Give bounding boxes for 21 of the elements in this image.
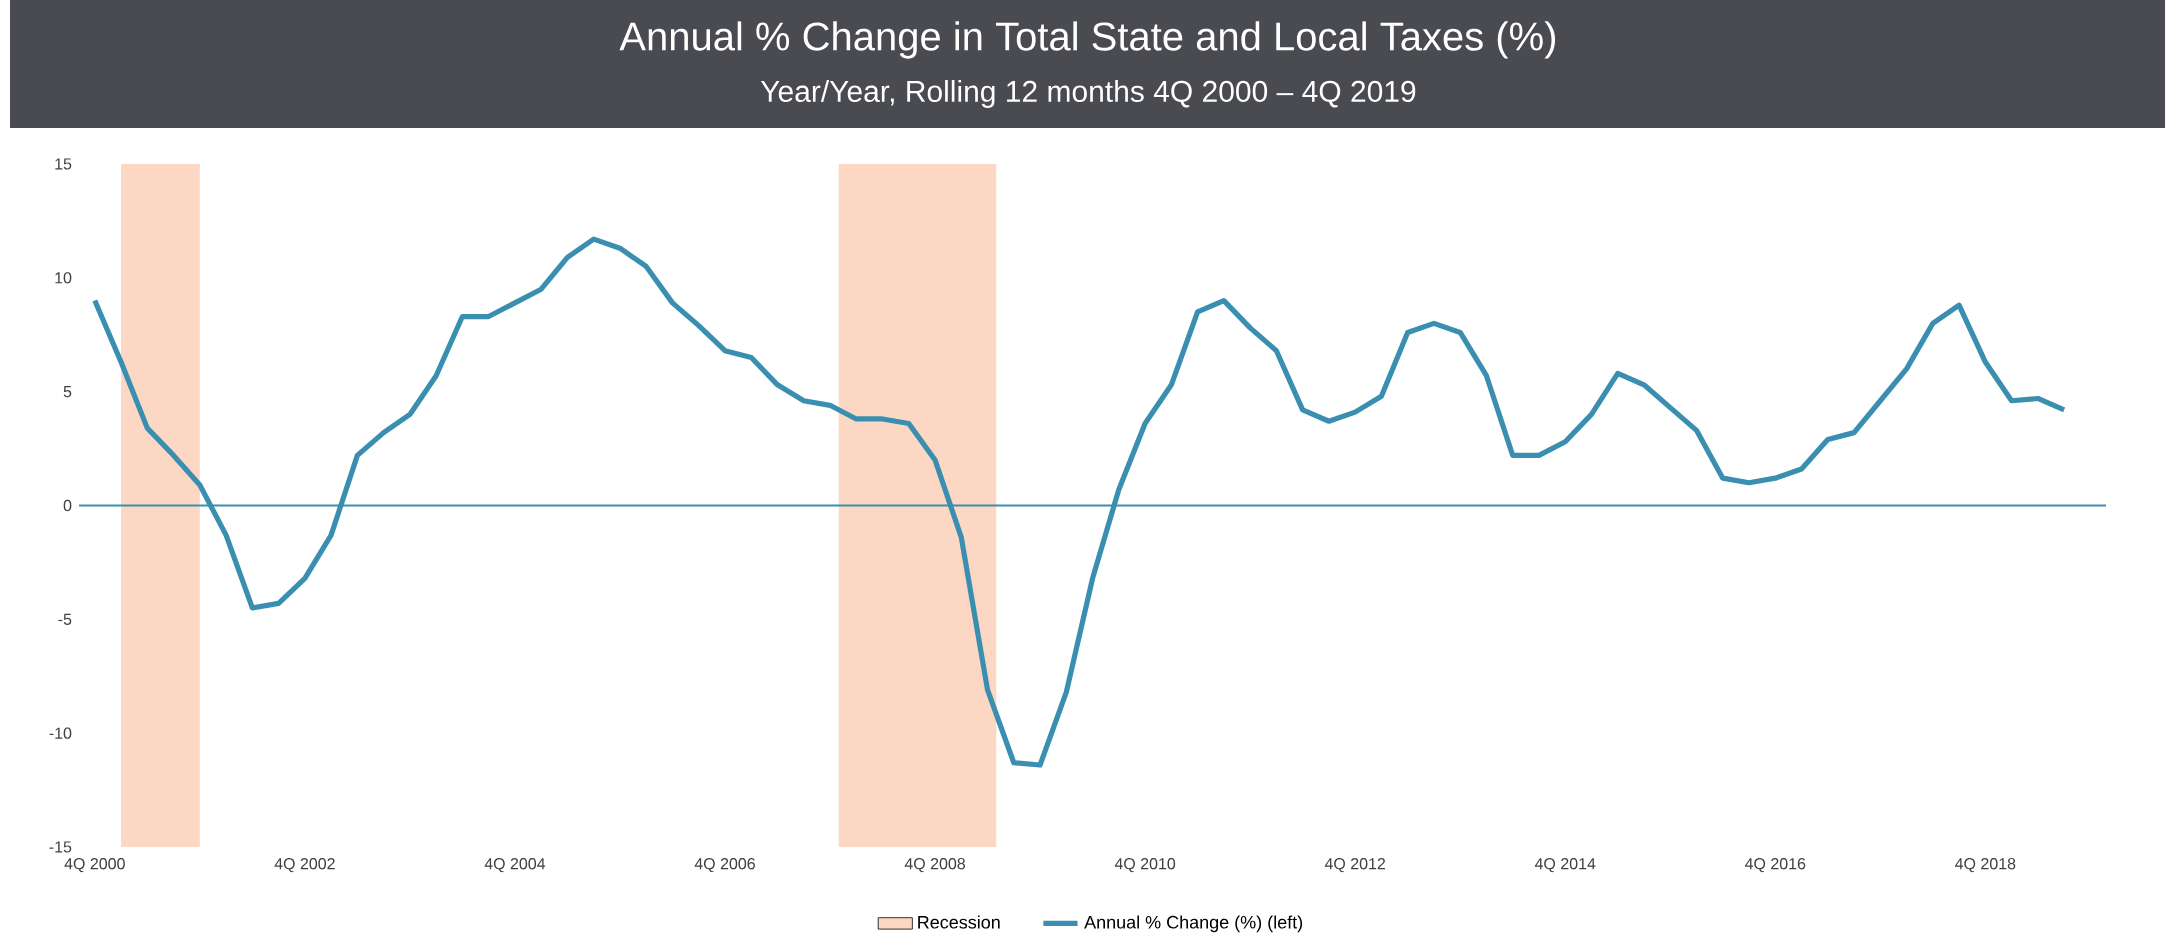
x-tick-label: 4Q 2010: [1114, 858, 1176, 873]
x-tick-label: 4Q 2014: [1534, 858, 1596, 873]
x-tick-label: 4Q 2004: [484, 858, 546, 873]
legend-label: Recession: [918, 915, 1000, 929]
chart-title: Annual % Change in Total State and Local Taxes (%): [619, 21, 1556, 59]
chart-subtitle: Year/Year, Rolling 12 months 4Q 2000 – 4Q 2019: [760, 80, 1416, 108]
y-tick-label: 15: [55, 158, 72, 170]
y-tick-label: -5: [58, 613, 72, 625]
y-tick-label: 5: [63, 386, 72, 398]
x-tick-label: 4Q 2002: [274, 858, 335, 873]
x-tick-label: 4Q 2016: [1744, 858, 1806, 873]
y-tick-label: 0: [63, 499, 72, 512]
x-tick-label: 4Q 2012: [1324, 858, 1386, 873]
y-tick-label: -15: [49, 841, 72, 853]
x-tick-label: 4Q 2008: [904, 858, 965, 873]
x-tick-label: 4Q 2000: [64, 858, 125, 873]
y-tick-label: -10: [49, 727, 72, 739]
legend-label: Annual % Change (%) (left): [1084, 915, 1303, 933]
x-tick-label: 4Q 2006: [694, 858, 755, 873]
y-tick-label: 10: [55, 272, 72, 284]
x-tick-label: 4Q 2018: [1955, 858, 2016, 873]
